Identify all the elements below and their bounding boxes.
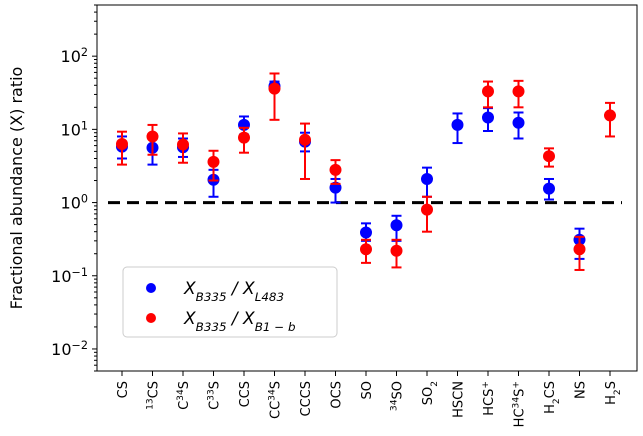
data-point bbox=[207, 155, 220, 168]
x-tick-label: OCS bbox=[330, 381, 345, 409]
y-tick-label: 102 bbox=[61, 46, 88, 67]
x-tick-label: 13CS bbox=[146, 381, 162, 410]
data-point bbox=[543, 150, 555, 163]
series-2 bbox=[116, 72, 616, 271]
x-tick-label: C33S bbox=[207, 381, 223, 410]
data-point bbox=[268, 82, 281, 95]
plot-area-frame bbox=[96, 4, 638, 372]
y-axis-title: Fractional abundance (X) ratio bbox=[7, 67, 26, 310]
x-tick-label: CC34S bbox=[268, 381, 284, 419]
x-tick-label: SO2 bbox=[421, 381, 440, 405]
data-point bbox=[238, 131, 250, 144]
x-tick-label: H2CS bbox=[543, 381, 562, 414]
data-point bbox=[482, 85, 494, 98]
x-tick-label: H2S bbox=[604, 381, 623, 405]
data-point bbox=[512, 116, 525, 129]
data-point bbox=[482, 111, 494, 124]
data-point bbox=[146, 130, 159, 143]
x-tick-label: NS bbox=[574, 381, 589, 399]
legend-frame bbox=[122, 266, 338, 338]
x-tick-label: 34SO bbox=[390, 381, 406, 411]
x-tick-label: HCS+ bbox=[481, 381, 497, 416]
x-tick-label: HC34S+ bbox=[512, 381, 528, 427]
x-tick-label: CCCS bbox=[299, 381, 314, 416]
legend-label: XB335 / XB1 − b bbox=[183, 309, 296, 334]
x-tick-label: SO bbox=[360, 381, 375, 399]
data-point bbox=[512, 85, 525, 98]
data-point bbox=[573, 243, 586, 256]
data-point bbox=[543, 182, 555, 195]
x-tick-label: HSCN bbox=[452, 381, 467, 418]
data-point bbox=[421, 172, 433, 185]
y-tick-label: 10−1 bbox=[51, 265, 88, 286]
data-point bbox=[177, 138, 189, 151]
legend-label: XB335 / XL483 bbox=[183, 279, 284, 304]
legend-marker bbox=[146, 283, 156, 293]
y-tick-label: 101 bbox=[61, 119, 88, 140]
legend-marker bbox=[146, 313, 156, 323]
data-point bbox=[360, 226, 372, 239]
data-point bbox=[329, 163, 342, 176]
plot-layer: 10−2 10−1 100 101 102 CS 13CS C34S C33S CCS CC34S C… bbox=[51, 4, 623, 427]
x-tick-label: C34S bbox=[176, 381, 192, 410]
y-tick-label: 100 bbox=[61, 192, 88, 213]
legend: XB335 / XL483 XB335 / XB1 − b bbox=[122, 266, 338, 338]
data-point bbox=[360, 243, 372, 256]
x-tick-label: CCS bbox=[238, 381, 253, 407]
data-point bbox=[390, 219, 403, 232]
data-point bbox=[604, 109, 616, 122]
data-point bbox=[421, 203, 433, 216]
data-point bbox=[390, 244, 403, 257]
data-point bbox=[299, 133, 311, 146]
y-tick-label: 10−2 bbox=[51, 338, 88, 359]
data-point bbox=[116, 138, 128, 151]
x-tick-label: CS bbox=[116, 381, 131, 398]
data-point bbox=[451, 118, 464, 131]
